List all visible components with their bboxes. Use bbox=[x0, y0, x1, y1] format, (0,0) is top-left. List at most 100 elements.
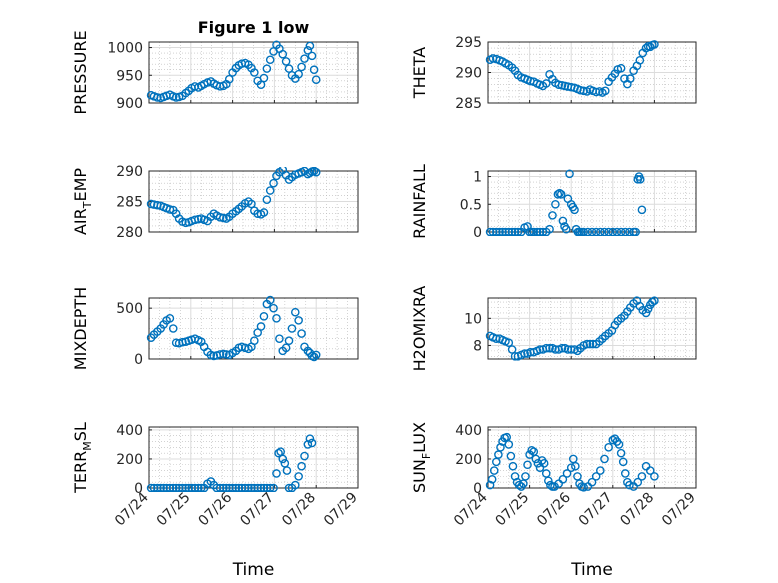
data-point bbox=[215, 483, 225, 492]
data-point bbox=[156, 483, 166, 492]
x-axis-label: Time bbox=[232, 560, 275, 580]
data-point bbox=[510, 472, 520, 481]
data-point bbox=[194, 483, 203, 492]
data-point bbox=[300, 451, 309, 461]
data-point bbox=[539, 459, 549, 468]
data-point bbox=[514, 480, 524, 490]
data-point bbox=[265, 186, 275, 195]
data-point bbox=[648, 297, 657, 307]
data-point bbox=[566, 345, 576, 354]
data-point bbox=[562, 469, 572, 478]
data-point bbox=[618, 457, 628, 467]
data-point bbox=[262, 195, 272, 204]
series-markers bbox=[146, 40, 321, 103]
data-point bbox=[541, 343, 551, 353]
data-point bbox=[521, 472, 530, 481]
data-point bbox=[307, 438, 317, 448]
y-tick-label: 200 bbox=[455, 452, 482, 468]
data-point bbox=[504, 227, 514, 236]
data-point bbox=[548, 211, 557, 220]
data-point bbox=[290, 307, 300, 317]
data-point bbox=[305, 434, 315, 443]
data-point bbox=[583, 227, 593, 236]
data-point bbox=[535, 227, 545, 236]
data-point bbox=[303, 46, 313, 55]
data-point bbox=[553, 189, 563, 199]
data-point bbox=[300, 54, 309, 63]
data-point bbox=[565, 169, 574, 179]
data-point bbox=[641, 461, 651, 471]
data-point bbox=[259, 483, 269, 492]
x-tick-label: 07/26 bbox=[196, 489, 236, 529]
data-point bbox=[554, 80, 564, 89]
subplot-7: 0 200 400 07/24 07/25 07/26 07/27 07/28 07/29 SUN… bbox=[410, 422, 699, 580]
x-tick-label: 07/24 bbox=[451, 489, 491, 529]
data-point bbox=[265, 55, 275, 65]
y-axis-label: PRESSURE bbox=[71, 30, 90, 114]
y-tick-label: 285 bbox=[455, 96, 482, 112]
data-point bbox=[215, 350, 225, 359]
data-point bbox=[305, 41, 315, 51]
data-point bbox=[544, 476, 553, 486]
data-point bbox=[635, 175, 645, 184]
data-point bbox=[532, 227, 542, 236]
series-markers bbox=[485, 296, 659, 361]
x-tick-label: 07/27 bbox=[237, 490, 277, 530]
data-point bbox=[259, 208, 269, 217]
y-axis-label: THETA bbox=[410, 47, 429, 99]
data-point bbox=[596, 466, 605, 475]
data-point bbox=[635, 56, 645, 65]
subplot-0: 900 950 1000 PRESSURE Figure 1 low bbox=[71, 18, 359, 115]
data-point bbox=[504, 338, 514, 348]
data-point bbox=[585, 339, 595, 349]
data-point bbox=[231, 483, 241, 492]
data-point bbox=[579, 482, 588, 492]
data-point bbox=[281, 343, 291, 353]
data-point bbox=[165, 483, 175, 492]
data-point bbox=[276, 447, 285, 456]
data-point bbox=[579, 86, 588, 96]
data-point bbox=[215, 213, 225, 222]
data-point bbox=[645, 42, 655, 52]
data-point bbox=[287, 324, 297, 333]
data-point bbox=[272, 469, 281, 478]
data-point bbox=[541, 469, 551, 478]
x-tick-label: 07/24 bbox=[112, 489, 152, 529]
data-point bbox=[616, 227, 626, 236]
data-point bbox=[153, 483, 162, 492]
data-point bbox=[294, 316, 303, 325]
data-point bbox=[274, 448, 283, 458]
series-markers bbox=[485, 432, 659, 492]
data-point bbox=[259, 73, 269, 83]
data-point bbox=[496, 443, 505, 452]
data-point bbox=[168, 483, 178, 492]
data-point bbox=[616, 448, 626, 458]
data-point bbox=[535, 463, 545, 472]
y-tick-label: 0.5 bbox=[460, 197, 482, 213]
data-point bbox=[507, 345, 517, 354]
subplot-5: 8 10 H2OMIXRA bbox=[410, 286, 697, 371]
data-point bbox=[531, 454, 541, 464]
data-point bbox=[561, 224, 571, 234]
x-tick-label: 07/25 bbox=[493, 490, 533, 530]
data-point bbox=[620, 469, 630, 478]
data-point bbox=[297, 461, 306, 471]
y-tick-label: 8 bbox=[473, 338, 482, 354]
x-tick-label: 07/26 bbox=[534, 489, 574, 529]
y-tick-label: 400 bbox=[455, 423, 482, 439]
data-point bbox=[608, 435, 618, 445]
x-tick-label: 07/28 bbox=[617, 490, 657, 530]
y-tick-label: 0 bbox=[473, 481, 482, 497]
data-point bbox=[570, 205, 579, 215]
data-point bbox=[571, 461, 580, 471]
data-point bbox=[625, 480, 634, 490]
y-tick-label: 290 bbox=[455, 66, 482, 82]
series-markers bbox=[146, 167, 321, 228]
y-tick-label: 500 bbox=[116, 301, 143, 317]
data-point bbox=[612, 227, 622, 236]
data-point bbox=[253, 209, 262, 218]
data-point bbox=[311, 350, 321, 360]
data-point bbox=[294, 472, 303, 481]
data-point bbox=[545, 343, 554, 353]
